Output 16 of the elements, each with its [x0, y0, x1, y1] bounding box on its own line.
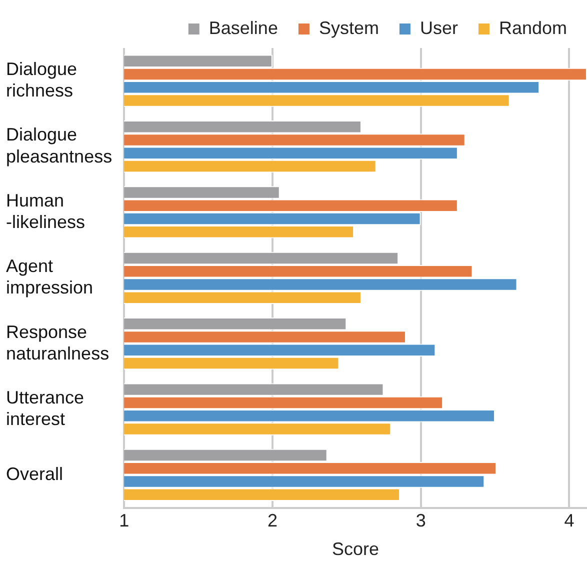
legend-label: Baseline — [208, 18, 278, 38]
legend-label: User — [420, 18, 458, 38]
x-tick-label: 4 — [564, 510, 574, 531]
y-tick-label: Utterance interest — [6, 387, 84, 430]
y-tick-label: Dialogue richness — [6, 59, 78, 101]
x-tick-label: 3 — [416, 510, 426, 531]
y-tick-label: Overall — [6, 464, 64, 484]
x-axis-title: Score — [332, 539, 380, 560]
y-tick-label: Response naturanlness — [6, 322, 110, 364]
y-tick-label: Agent impression — [6, 256, 94, 298]
x-tick-label: 1 — [119, 510, 130, 531]
legend-label: System — [318, 18, 379, 38]
y-tick-label: Human -likeliness — [6, 190, 86, 232]
x-tick-label: 2 — [267, 510, 278, 531]
y-tick-label: Dialogue pleasantness — [6, 124, 112, 166]
legend-label: Random — [498, 18, 568, 38]
